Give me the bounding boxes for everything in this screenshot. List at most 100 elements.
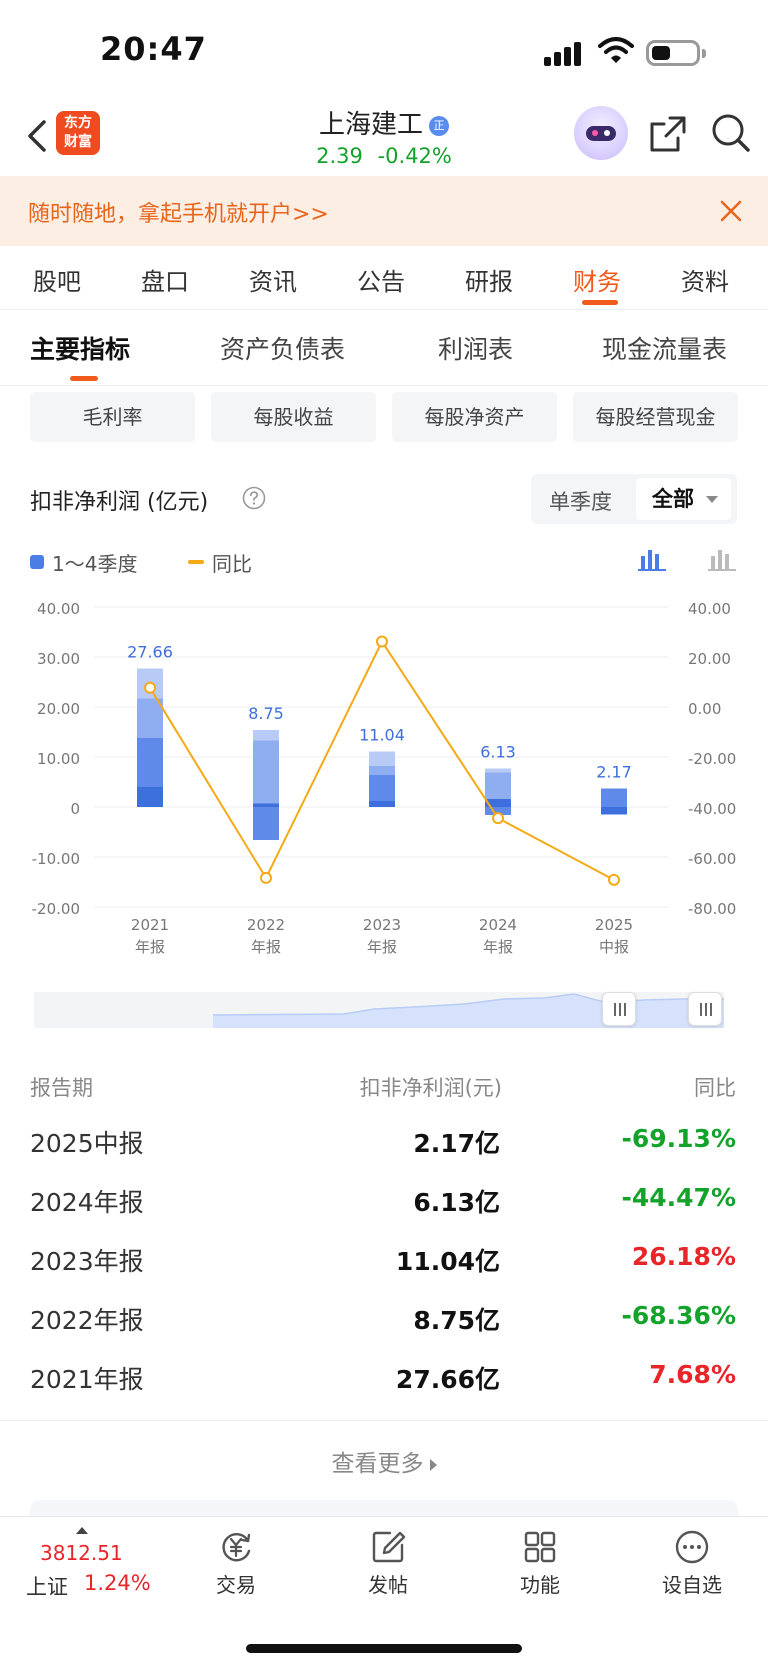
nav-add-watchlist[interactable]: 设自选 xyxy=(642,1529,742,1598)
index-change: 1.24% xyxy=(84,1571,151,1595)
status-time: 20:47 xyxy=(100,30,207,68)
legend-bar-swatch xyxy=(30,555,44,569)
battery-icon xyxy=(646,40,706,66)
row-yoy: 7.68% xyxy=(649,1360,736,1389)
stock-badge: 正 xyxy=(429,115,449,136)
x-tick-year: 2022 xyxy=(247,916,285,934)
bar-segment xyxy=(137,738,163,787)
share-icon[interactable] xyxy=(648,114,688,154)
bar-mode-icon[interactable] xyxy=(708,546,736,572)
index-name: 上证 xyxy=(26,1575,68,1599)
bar-segment xyxy=(369,801,395,807)
nav-functions[interactable]: 功能 xyxy=(490,1529,590,1598)
left-tick-label: -20.00 xyxy=(32,900,80,918)
header-yoy: 同比 xyxy=(694,1076,736,1100)
x-tick-period: 年报 xyxy=(367,938,397,956)
pill-bvps[interactable]: 每股净资产 xyxy=(392,392,557,442)
logo-line-1: 东方 xyxy=(64,115,92,131)
tab-pankou[interactable]: 盘口 xyxy=(141,268,189,296)
see-more-label: 查看更多 xyxy=(331,1451,424,1477)
chart-header: 扣非净利润 (亿元) 单季度 全部 xyxy=(0,474,768,530)
subtab-balance-sheet[interactable]: 资产负债表 xyxy=(220,335,346,364)
right-tick-label: 20.00 xyxy=(688,650,731,668)
yoy-point xyxy=(260,871,272,884)
close-icon[interactable] xyxy=(718,198,744,224)
subtab-income-statement[interactable]: 利润表 xyxy=(438,335,514,364)
period-single-quarter[interactable]: 单季度 xyxy=(549,490,612,514)
bar-segment xyxy=(485,772,511,799)
see-more-button[interactable]: 查看更多 xyxy=(0,1444,768,1478)
wifi-icon xyxy=(598,37,634,63)
active-tab-indicator xyxy=(582,300,618,305)
signal-icon xyxy=(544,40,588,66)
status-bar: 20:47 xyxy=(0,0,768,100)
subtab-cash-flow[interactable]: 现金流量表 xyxy=(602,335,728,364)
row-period: 2022年报 xyxy=(30,1306,144,1335)
app-logo[interactable]: 东方 财富 xyxy=(56,111,100,155)
indicator-pills: 毛利率 每股收益 每股净资产 每股经营现金 xyxy=(0,392,768,442)
divider xyxy=(0,1420,768,1421)
tab-profile[interactable]: 资料 xyxy=(681,268,729,296)
nav-post-label: 发帖 xyxy=(368,1573,408,1597)
x-tick-period: 中报 xyxy=(599,938,629,956)
right-tick-label: 40.00 xyxy=(688,600,731,618)
pill-eps[interactable]: 每股收益 xyxy=(211,392,376,442)
table-row[interactable]: 2021年报 27.66亿 7.68% xyxy=(0,1348,768,1406)
bar-segment xyxy=(253,730,279,741)
active-subtab-indicator xyxy=(70,376,98,381)
stock-price: 2.39 xyxy=(316,144,363,168)
tab-finance[interactable]: 财务 xyxy=(573,268,621,296)
left-tick-label: 30.00 xyxy=(37,650,80,668)
bar-segment xyxy=(485,799,511,807)
back-arrow-icon[interactable] xyxy=(24,118,50,154)
period-all-dropdown[interactable]: 全部 xyxy=(636,478,731,520)
range-handle-right[interactable] xyxy=(688,992,722,1026)
nav-add-watchlist-label: 设自选 xyxy=(662,1573,722,1597)
table-row[interactable]: 2022年报 8.75亿 -68.36% xyxy=(0,1289,768,1347)
bar-segment xyxy=(253,803,279,807)
tab-research[interactable]: 研报 xyxy=(465,268,513,296)
nav-post[interactable]: 发帖 xyxy=(338,1529,438,1598)
x-tick-year: 2021 xyxy=(131,916,169,934)
index-value: 3812.51 xyxy=(40,1541,123,1565)
tab-guba[interactable]: 股吧 xyxy=(33,268,81,296)
table-row[interactable]: 2025中报 2.17亿 -69.13% xyxy=(0,1112,768,1170)
nav-trade[interactable]: 交易 xyxy=(186,1529,286,1598)
bar-segment xyxy=(253,807,279,840)
yoy-point xyxy=(492,812,504,825)
tab-news[interactable]: 资讯 xyxy=(249,268,297,296)
yoy-point xyxy=(144,681,156,694)
period-toggle: 单季度 全部 xyxy=(531,474,737,524)
bar-data-label: 2.17 xyxy=(596,763,632,782)
stacked-bar-mode-icon[interactable] xyxy=(638,546,666,572)
row-period: 2025中报 xyxy=(30,1129,144,1158)
left-tick-label: 40.00 xyxy=(37,600,80,618)
search-icon[interactable] xyxy=(710,112,752,154)
row-value: 6.13亿 xyxy=(413,1188,500,1217)
open-account-banner[interactable]: 随时随地，拿起手机就开户>> xyxy=(0,176,768,246)
row-value: 8.75亿 xyxy=(413,1306,500,1335)
x-tick-period: 年报 xyxy=(135,938,165,956)
legend-line: 同比 xyxy=(188,548,252,577)
robot-assistant-icon[interactable] xyxy=(574,106,628,160)
period-all-label: 全部 xyxy=(652,487,694,511)
tab-announcements[interactable]: 公告 xyxy=(357,268,405,296)
grid-icon xyxy=(524,1531,556,1563)
legend-line-label: 同比 xyxy=(212,552,252,576)
row-yoy: -69.13% xyxy=(621,1124,736,1153)
yoy-point xyxy=(376,635,388,648)
row-yoy: -44.47% xyxy=(621,1183,736,1212)
table-row[interactable]: 2024年报 6.13亿 -44.47% xyxy=(0,1171,768,1229)
pill-gross-margin[interactable]: 毛利率 xyxy=(30,392,195,442)
bar-segment xyxy=(601,807,627,815)
banner-text[interactable]: 随时随地，拿起手机就开户>> xyxy=(28,202,329,227)
pill-ocfps[interactable]: 每股经营现金 xyxy=(573,392,738,442)
help-icon[interactable] xyxy=(242,486,266,510)
range-handle-left[interactable] xyxy=(602,992,636,1026)
chart-title: 扣非净利润 (亿元) xyxy=(30,490,209,515)
bar-segment xyxy=(601,788,627,807)
subtab-key-indicators[interactable]: 主要指标 xyxy=(30,335,131,364)
bar-segment xyxy=(485,768,511,773)
x-tick-period: 年报 xyxy=(483,938,513,956)
table-row[interactable]: 2023年报 11.04亿 26.18% xyxy=(0,1230,768,1288)
